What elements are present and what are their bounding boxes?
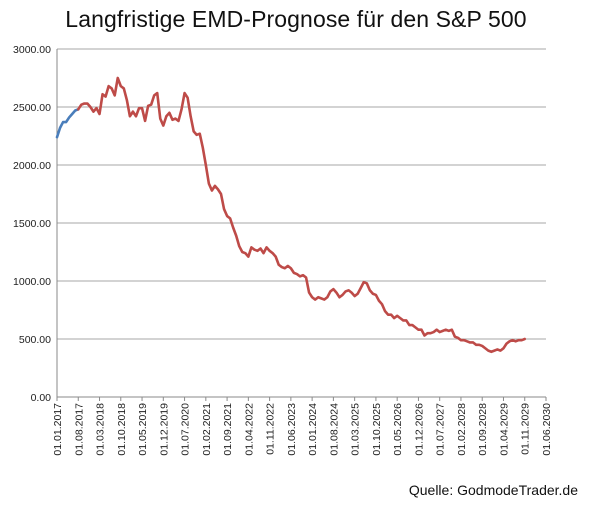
- x-tick-label: 01.11.2022: [265, 403, 277, 455]
- x-tick-label: 01.02.2028: [456, 403, 468, 456]
- x-tick-label: 01.07.2027: [435, 403, 447, 456]
- x-tick-label: 01.08.2024: [328, 403, 340, 456]
- x-tick-label: 01.10.2018: [116, 403, 128, 456]
- x-tick-label: 01.09.2028: [477, 403, 489, 456]
- x-tick-label: 01.04.2022: [243, 403, 255, 456]
- x-tick-label: 01.11.2029: [520, 403, 532, 455]
- x-tick-label: 01.04.2029: [498, 403, 510, 456]
- x-tick-label: 01.12.2019: [158, 403, 170, 456]
- y-tick-label: 1500.00: [13, 218, 51, 230]
- source-note: Quelle: GodmodeTrader.de: [409, 482, 578, 498]
- x-tick-label: 01.07.2020: [180, 403, 192, 456]
- x-tick-label: 01.03.2018: [95, 403, 107, 456]
- x-tick-label: 01.01.2024: [307, 403, 319, 456]
- y-tick-label: 2000.00: [13, 160, 51, 172]
- x-tick-label: 01.01.2017: [52, 403, 64, 456]
- y-tick-label: 1000.00: [13, 276, 51, 288]
- y-tick-label: 0.00: [31, 392, 52, 404]
- series-line-forecast: [78, 78, 524, 352]
- x-tick-label: 01.05.2026: [392, 403, 404, 456]
- x-tick-label: 01.02.2021: [201, 403, 213, 456]
- y-axis-ticks: 0.00 500.00 1000.00 1500.00 2000.00 2500.00 30…: [13, 44, 51, 404]
- x-tick-label: 01.10.2025: [371, 403, 383, 456]
- series-line-history: [57, 109, 78, 137]
- y-tick-label: 3000.00: [13, 44, 51, 56]
- gridlines: [57, 49, 546, 339]
- x-tick-label: 01.05.2019: [137, 403, 149, 456]
- y-tick-label: 500.00: [19, 334, 51, 346]
- x-tick-label: 01.03.2025: [350, 403, 362, 456]
- x-tick-label: 01.12.2026: [413, 403, 425, 456]
- series-lines: [57, 78, 525, 352]
- y-tick-label: 2500.00: [13, 102, 51, 114]
- x-tick-label: 01.08.2017: [73, 403, 85, 456]
- x-tick-label: 01.06.2030: [541, 403, 553, 456]
- x-tick-label: 01.06.2023: [286, 403, 298, 456]
- x-tick-label: 01.09.2021: [222, 403, 234, 456]
- x-axis-ticks: 01.01.2017 01.08.2017 01.03.2018 01.10.2018…: [52, 397, 553, 456]
